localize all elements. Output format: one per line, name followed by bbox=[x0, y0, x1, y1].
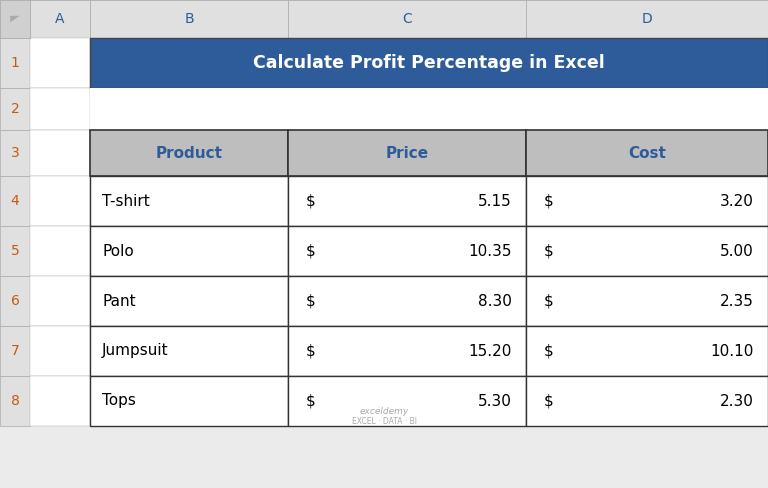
Bar bbox=[288, 0, 526, 38]
Bar bbox=[30, 88, 90, 130]
Text: Product: Product bbox=[155, 145, 223, 161]
Text: $: $ bbox=[544, 194, 554, 208]
Text: 1: 1 bbox=[11, 56, 19, 70]
Text: $: $ bbox=[306, 393, 316, 408]
Text: D: D bbox=[641, 12, 652, 26]
Bar bbox=[0, 38, 30, 88]
Bar bbox=[90, 0, 288, 38]
Text: Jumpsuit: Jumpsuit bbox=[102, 344, 169, 359]
Text: Pant: Pant bbox=[102, 293, 136, 308]
Bar bbox=[526, 276, 768, 326]
Bar bbox=[288, 226, 526, 276]
Text: 3: 3 bbox=[11, 146, 19, 160]
Text: Calculate Profit Percentage in Excel: Calculate Profit Percentage in Excel bbox=[253, 54, 605, 72]
Text: 15.20: 15.20 bbox=[468, 344, 512, 359]
Text: $: $ bbox=[544, 344, 554, 359]
Text: $: $ bbox=[306, 293, 316, 308]
Text: Tops: Tops bbox=[102, 393, 136, 408]
Bar bbox=[288, 376, 526, 426]
Text: 3.20: 3.20 bbox=[720, 194, 754, 208]
Text: $: $ bbox=[544, 293, 554, 308]
Bar bbox=[526, 130, 768, 176]
Bar bbox=[0, 130, 30, 176]
Bar bbox=[30, 176, 90, 226]
Bar bbox=[0, 0, 768, 38]
Text: Price: Price bbox=[386, 145, 429, 161]
Bar bbox=[30, 130, 90, 176]
Text: EXCEL · DATA · BI: EXCEL · DATA · BI bbox=[352, 418, 416, 427]
Bar bbox=[0, 226, 30, 276]
Text: 5.30: 5.30 bbox=[478, 393, 512, 408]
Bar bbox=[90, 326, 288, 376]
Text: 6: 6 bbox=[11, 294, 19, 308]
Text: T-shirt: T-shirt bbox=[102, 194, 150, 208]
Bar bbox=[0, 276, 30, 326]
Text: 5: 5 bbox=[11, 244, 19, 258]
Text: A: A bbox=[55, 12, 65, 26]
Text: 2.35: 2.35 bbox=[720, 293, 754, 308]
Bar bbox=[90, 88, 288, 130]
Bar bbox=[0, 376, 30, 426]
Bar bbox=[30, 326, 90, 376]
Text: 2: 2 bbox=[11, 102, 19, 116]
Text: $: $ bbox=[306, 194, 316, 208]
Text: $: $ bbox=[544, 393, 554, 408]
Text: 10.10: 10.10 bbox=[710, 344, 754, 359]
Bar bbox=[0, 176, 30, 226]
Bar bbox=[30, 226, 90, 276]
Text: 8.30: 8.30 bbox=[478, 293, 512, 308]
Bar bbox=[526, 176, 768, 226]
Bar bbox=[30, 276, 90, 326]
Bar bbox=[526, 226, 768, 276]
Bar bbox=[526, 88, 768, 130]
Bar bbox=[288, 130, 526, 176]
Bar bbox=[288, 88, 526, 130]
Text: $: $ bbox=[306, 344, 316, 359]
Bar bbox=[90, 276, 288, 326]
Text: 5.15: 5.15 bbox=[478, 194, 512, 208]
Bar bbox=[0, 88, 30, 130]
Bar bbox=[90, 38, 768, 88]
Text: C: C bbox=[402, 12, 412, 26]
Text: Polo: Polo bbox=[102, 244, 134, 259]
Text: 4: 4 bbox=[11, 194, 19, 208]
Bar bbox=[288, 176, 526, 226]
Text: $: $ bbox=[306, 244, 316, 259]
Text: B: B bbox=[184, 12, 194, 26]
Bar bbox=[0, 0, 30, 38]
Polygon shape bbox=[10, 16, 20, 22]
Text: exceldemy: exceldemy bbox=[359, 407, 409, 416]
Bar bbox=[90, 226, 288, 276]
Bar bbox=[526, 376, 768, 426]
Bar bbox=[30, 0, 90, 38]
Bar bbox=[30, 376, 90, 426]
Text: Cost: Cost bbox=[628, 145, 666, 161]
Text: 5.00: 5.00 bbox=[720, 244, 754, 259]
Bar bbox=[30, 38, 90, 88]
Text: 7: 7 bbox=[11, 344, 19, 358]
Text: 2.30: 2.30 bbox=[720, 393, 754, 408]
Bar bbox=[90, 376, 288, 426]
Bar bbox=[526, 326, 768, 376]
Text: $: $ bbox=[544, 244, 554, 259]
Bar bbox=[0, 326, 30, 376]
Bar bbox=[90, 130, 288, 176]
Bar bbox=[288, 326, 526, 376]
Text: 10.35: 10.35 bbox=[468, 244, 512, 259]
Bar bbox=[288, 276, 526, 326]
Text: 8: 8 bbox=[11, 394, 19, 408]
Bar bbox=[526, 0, 768, 38]
Bar bbox=[90, 176, 288, 226]
